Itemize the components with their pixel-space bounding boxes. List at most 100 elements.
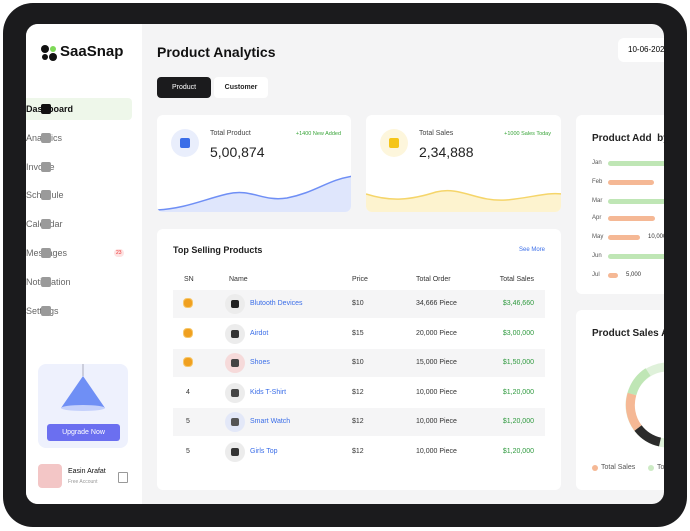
upgrade-button[interactable]: Upgrade Now [47,424,120,441]
stat-icon-glyph [389,138,399,148]
monthly-card: Product Add by Jan Feb Mar Apr May Jun Jul 10,0… [576,115,664,294]
month-bar [608,161,664,166]
table-card: Top Selling Products See More SN Name Pric… [157,229,561,490]
user-plan: Free Account [68,479,98,485]
product-name[interactable]: Girls Top [250,447,278,455]
price: $10 [352,300,364,307]
logout[interactable] [118,472,128,483]
nav-item[interactable]: Invoice [26,156,132,178]
wave [157,175,351,212]
nav-icon [41,248,51,258]
nav-item[interactable]: Calendar [26,213,132,235]
see-more[interactable]: See More [518,247,545,253]
nav-item[interactable]: Settings [26,300,132,322]
price: $10 [352,359,364,366]
logo-icon [41,45,57,61]
total-sales: $3,46,660 [502,300,534,307]
price: $12 [352,418,364,425]
bar-label: 5,000 [626,272,642,278]
medal [183,357,193,367]
date[interactable]: 10-06-202 [618,38,664,62]
nav-icon [41,190,51,200]
stat-icon-glyph [180,138,190,148]
table-row: 5 Girls Top $12 10,000 Piece $1,20,000 [173,438,545,466]
product-name[interactable]: Smart Watch [250,418,291,425]
month-label: Jun [592,253,602,259]
month-label: May [592,234,604,240]
column-header[interactable]: Total Sales [499,276,534,283]
product-name[interactable]: Airdot [250,329,269,337]
nav-item[interactable]: Analytics [26,127,132,149]
product-name[interactable]: Blutooth Devices [250,300,303,307]
total-order: 15,000 Piece [416,359,457,366]
total-order: 10,000 Piece [416,388,457,396]
badge: 23 [114,249,124,257]
month-label: Jul [592,272,600,278]
nav-label: Invoice [26,156,132,178]
upgrade-card: Upgrade Now [38,364,128,448]
month-label: Mar [592,198,603,204]
legend-label: To [657,464,664,471]
product-glyph [231,359,239,367]
nav-item[interactable]: Dashboard [26,98,132,120]
product-name[interactable]: Kids T-Shirt [250,388,287,396]
price: $12 [352,388,364,396]
total-sales: $3,00,000 [502,329,534,337]
legend-label: Total Sales [601,464,636,471]
bar-label: 10,000 [648,234,664,240]
product-name[interactable]: Shoes [250,359,270,366]
stat-label: Total Product [210,130,251,137]
sn: 4 [186,388,190,396]
medal [183,327,193,338]
sales-card: Product Sales A Total Sales To [576,310,664,490]
month-label: Jan [592,160,602,166]
lamp [61,364,105,411]
nav-icon [41,306,51,316]
total-sales: $1,20,000 [502,388,534,396]
avatar [38,464,62,488]
product-glyph [231,329,239,338]
medal [183,298,193,308]
product-glyph [231,447,239,456]
stat-note: +1400 New Added [295,131,341,137]
column-header[interactable]: Total Order [416,276,451,283]
month-label: Apr [592,215,602,221]
sn: 5 [186,447,190,455]
stat-label: Total Sales [419,130,454,137]
month-bar [608,273,618,278]
legend-dot [648,465,654,471]
total-order: 20,000 Piece [416,329,457,337]
donut [625,362,664,448]
column-header[interactable]: Price [352,276,368,283]
page-title: Product Analytics [157,44,276,60]
screen: SaaSnap Dashboard Analytics Invoice Schedul… [26,24,664,504]
nav-icon [41,162,51,172]
month-bar [608,235,640,240]
stat-value: 2,34,888 [419,144,474,160]
tab-active[interactable]: Product [157,77,211,98]
total-order: 34,666 Piece [416,300,457,307]
table-row: Airdot $15 20,000 Piece $3,00,000 [173,320,545,348]
price: $12 [352,447,364,455]
nav-item[interactable]: Notification [26,271,132,293]
total-sales: $1,20,000 [502,418,534,425]
total-sales: $1,20,000 [502,447,534,455]
table-row: Blutooth Devices $10 34,666 Piece $3,46,660 [173,290,545,318]
table-header: SN Name Price Total Order Total Sales [173,271,545,289]
tab[interactable]: Customer [214,77,268,98]
column-header[interactable]: Name [229,276,248,283]
product-glyph [231,418,239,426]
column-header[interactable]: SN [184,276,194,283]
stat-note: +1000 Sales Today [504,131,551,137]
user-name: Easin Arafat [68,468,106,475]
nav-icon [41,104,51,114]
nav-item[interactable]: Schedule [26,184,132,206]
table-row: 4 Kids T-Shirt $12 10,000 Piece $1,20,000 [173,379,545,407]
stat-value: 5,00,874 [210,144,265,160]
price: $15 [352,329,364,337]
brand: SaaSnap [60,43,124,60]
nav-item[interactable]: Messages23 [26,242,132,264]
nav-icon [41,133,51,143]
legend-dot [592,465,598,471]
table-row: Shoes $10 15,000 Piece $1,50,000 [173,349,545,377]
